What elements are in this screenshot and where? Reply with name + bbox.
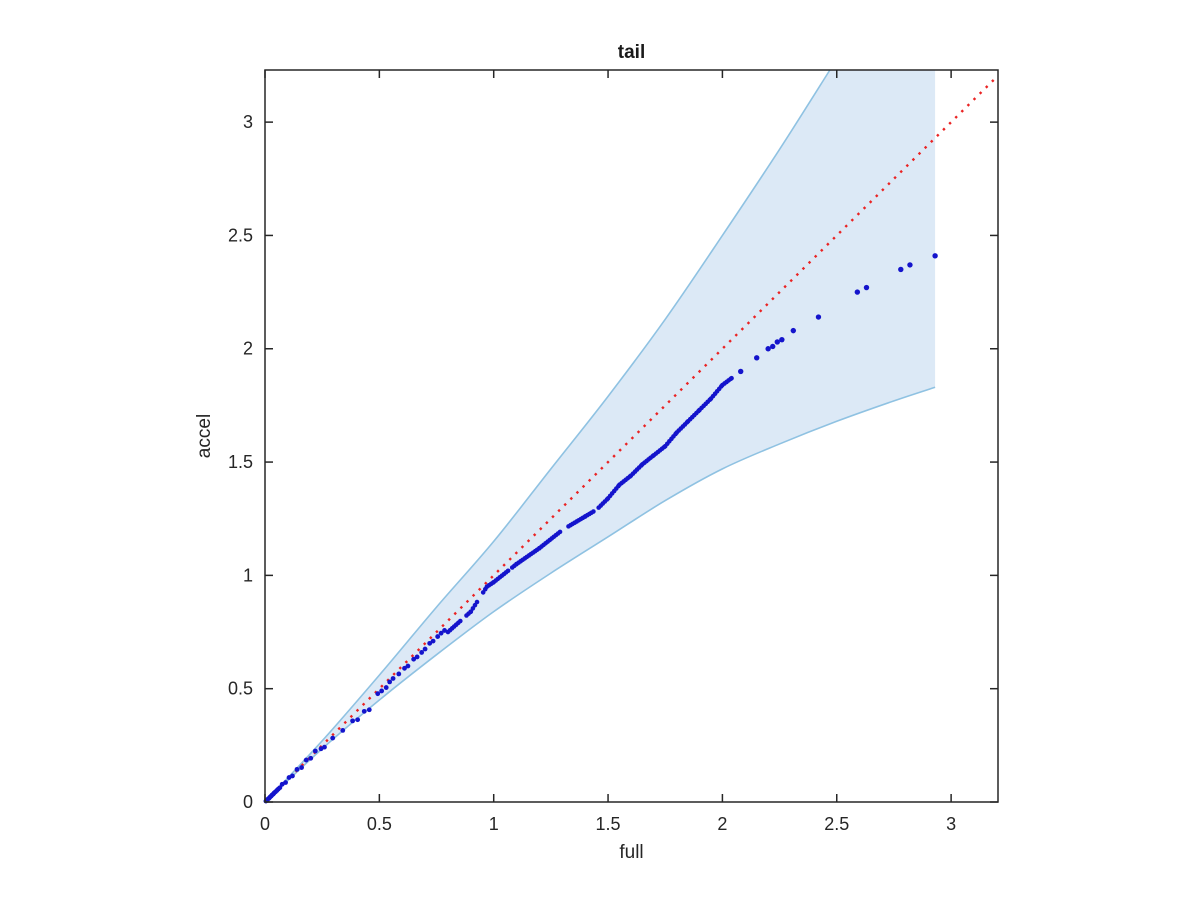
data-point [375, 691, 381, 697]
data-point [790, 327, 797, 334]
x-tick-label: 0 [260, 814, 270, 834]
data-point [863, 284, 870, 291]
data-point [411, 656, 417, 662]
data-point [383, 685, 389, 690]
data-point [283, 780, 288, 785]
data-point [414, 654, 420, 660]
data-point [419, 650, 425, 655]
data-point [350, 718, 355, 724]
band-lower-edge [264, 386, 936, 803]
data-point [322, 744, 327, 750]
data-point [405, 663, 411, 669]
data-point [779, 336, 785, 343]
band-upper-edge [264, 69, 831, 803]
data-point [770, 343, 776, 350]
y-axis-label: accel [194, 414, 215, 458]
data-point [299, 765, 304, 770]
y-tick-label: 2.5 [228, 225, 253, 245]
x-tick-label: 2 [717, 814, 727, 834]
x-axis-label: full [619, 842, 643, 863]
x-tick-label: 2.5 [824, 814, 849, 834]
data-point [591, 509, 596, 514]
chart-title: tail [618, 42, 645, 63]
data-point [438, 630, 444, 636]
data-point [308, 755, 314, 761]
data-point [290, 773, 295, 779]
data-point [815, 314, 822, 320]
y-tick-label: 0 [243, 792, 253, 812]
data-point [361, 708, 367, 714]
data-point [765, 346, 771, 352]
data-point [402, 665, 407, 671]
x-tick-label: 0.5 [367, 814, 392, 834]
data-point [898, 266, 904, 273]
data-point [774, 339, 780, 345]
data-point [474, 599, 480, 605]
data-point [366, 707, 372, 713]
data-point [854, 289, 861, 295]
data-point [557, 529, 563, 535]
data-point [754, 355, 760, 361]
x-tick-label: 3 [946, 814, 956, 834]
confidence-band [264, 69, 936, 803]
y-tick-label: 1 [243, 565, 253, 585]
data-point [303, 757, 309, 763]
data-point [458, 618, 463, 624]
data-point [435, 634, 441, 639]
data-point [396, 671, 402, 677]
y-tick-label: 2 [243, 339, 253, 359]
y-tick-label: 3 [243, 112, 253, 132]
y-tick-label: 1.5 [228, 452, 253, 472]
x-tick-label: 1 [489, 814, 499, 834]
data-point [390, 676, 396, 681]
axes-box: 0 0.5 1 1.5 2 2.5 3 0 0.5 1 1.5 2 2.5 3 [228, 69, 999, 834]
data-point [312, 748, 318, 754]
data-point [294, 766, 300, 772]
data-point [907, 262, 913, 268]
y-tick-label: 0.5 [228, 679, 253, 699]
data-point [277, 785, 283, 791]
data-point [427, 640, 433, 646]
data-point [355, 717, 361, 723]
data-point [932, 253, 938, 259]
data-point [422, 646, 428, 652]
data-point [430, 638, 436, 644]
data-point [330, 735, 336, 741]
band-fill [265, 70, 936, 802]
scatter-series [263, 253, 938, 804]
data-point [738, 368, 744, 375]
x-tick-label: 1.5 [596, 814, 621, 834]
data-point [379, 688, 385, 694]
data-point [340, 727, 346, 733]
data-point [505, 568, 511, 574]
data-point [387, 679, 393, 685]
data-point [729, 375, 734, 381]
plot-box [264, 69, 999, 803]
